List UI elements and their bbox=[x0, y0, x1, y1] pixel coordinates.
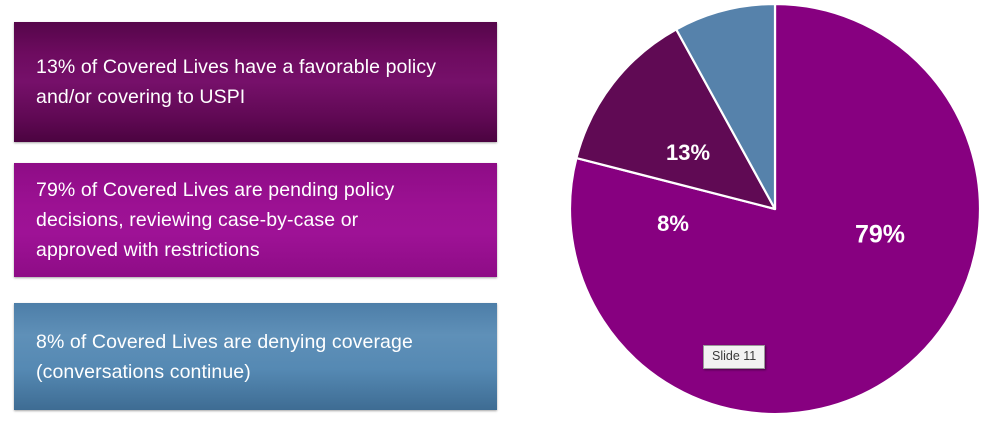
callout-denying-line-1: 8% of Covered Lives are denying coverage bbox=[36, 330, 413, 353]
callout-favorable-policy[interactable]: 13% of Covered Lives have a favorable po… bbox=[14, 22, 497, 142]
callout-denying-coverage[interactable]: 8% of Covered Lives are denying coverage… bbox=[14, 303, 497, 410]
pie-label-pending: 79% bbox=[855, 221, 905, 249]
pie-label-favorable: 13% bbox=[666, 140, 710, 165]
pie-slice-favorable-policy[interactable] bbox=[575, 28, 777, 211]
pie-chart-svg: 79% 13% 8% bbox=[568, 2, 982, 416]
callout-denying-line-2: (conversations continue) bbox=[36, 360, 251, 383]
callout-pending-line-1: 79% of Covered Lives are pending policy bbox=[36, 179, 395, 201]
callout-pending-line-2: decisions, reviewing case-by-case or bbox=[36, 209, 359, 231]
pie-slice-denying-coverage[interactable] bbox=[675, 2, 777, 211]
callout-pending-policy[interactable]: 79% of Covered Lives are pending policy … bbox=[14, 163, 497, 277]
pie-chart[interactable]: 79% 13% 8% bbox=[568, 2, 982, 417]
pie-label-denying: 8% bbox=[657, 211, 689, 236]
callout-favorable-line-2: and/or covering to USPI bbox=[36, 86, 246, 108]
callout-pending-line-3: approved with restrictions bbox=[36, 239, 260, 261]
callout-favorable-line-1: 13% of Covered Lives have a favorable po… bbox=[36, 56, 437, 78]
slide-number-badge: Slide 11 bbox=[703, 345, 766, 369]
pie-slice-group bbox=[568, 2, 982, 416]
